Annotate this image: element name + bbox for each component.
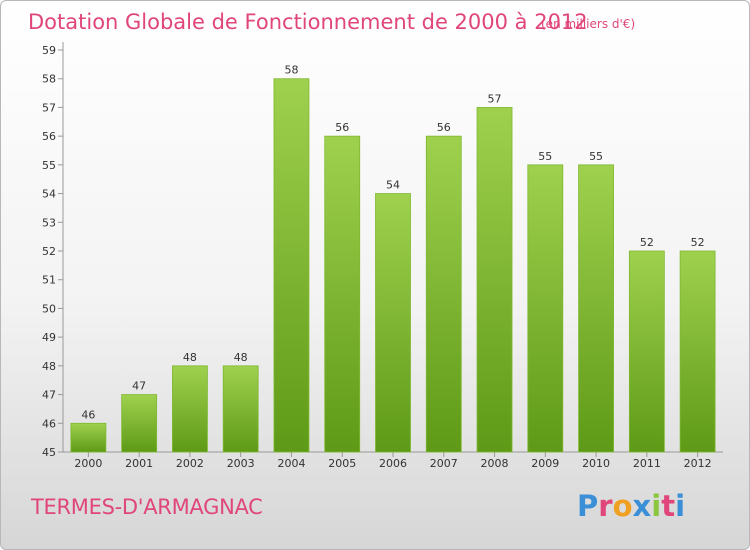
data-label: 47	[132, 380, 146, 393]
x-tick-label: 2009	[531, 457, 559, 470]
data-label: 56	[335, 121, 349, 134]
y-tick-label: 45	[42, 446, 56, 459]
logo-letter: t	[661, 489, 676, 523]
y-tick-label: 59	[42, 44, 56, 57]
x-tick-label: 2000	[74, 457, 102, 470]
y-tick-label: 56	[42, 130, 56, 143]
bar	[324, 135, 361, 453]
bar	[628, 250, 665, 453]
bar	[172, 365, 208, 453]
data-label: 52	[640, 236, 654, 249]
data-label: 54	[386, 179, 400, 192]
chart-title: Dotation Globale de Fonctionnement de 20…	[28, 10, 588, 34]
y-tick-label: 52	[42, 245, 56, 258]
logo-letter: i	[651, 489, 662, 523]
commune-name: TERMES-D'ARMAGNAC	[31, 495, 263, 519]
bar	[578, 164, 614, 453]
x-tick-label: 2002	[176, 457, 204, 470]
y-tick-label: 47	[42, 389, 56, 402]
bar	[375, 193, 411, 453]
y-tick-label: 50	[42, 302, 56, 315]
data-label: 56	[437, 121, 451, 134]
logo-letter: i	[675, 489, 686, 523]
y-tick-label: 58	[42, 73, 56, 86]
x-tick-label: 2005	[328, 457, 356, 470]
bar	[527, 164, 564, 453]
y-tick-label: 46	[42, 417, 56, 430]
data-label: 55	[589, 150, 603, 163]
x-tick-label: 2012	[684, 457, 712, 470]
proxiti-logo: Proxiti	[577, 489, 685, 523]
logo-letter: P	[577, 489, 599, 523]
data-label: 57	[488, 92, 502, 105]
bar	[273, 78, 310, 453]
x-tick-label: 2007	[430, 457, 458, 470]
x-tick-label: 2004	[277, 457, 305, 470]
bar	[425, 135, 462, 453]
data-label: 52	[691, 236, 705, 249]
bar	[476, 107, 513, 453]
data-label: 48	[183, 351, 197, 364]
y-tick-label: 53	[42, 216, 56, 229]
data-label: 58	[284, 64, 298, 77]
logo-letter: r	[598, 489, 613, 523]
y-tick-label: 55	[42, 159, 56, 172]
logo-letter: x	[632, 489, 652, 523]
chart-subtitle: (en milliers d'€)	[541, 17, 636, 31]
x-tick-label: 2006	[379, 457, 407, 470]
y-tick-label: 51	[42, 274, 56, 287]
y-tick-label: 57	[42, 101, 56, 114]
y-tick-label: 54	[42, 188, 56, 201]
x-tick-label: 2011	[633, 457, 661, 470]
bar	[679, 250, 716, 453]
x-tick-label: 2008	[481, 457, 509, 470]
data-label: 48	[234, 351, 248, 364]
x-tick-label: 2010	[582, 457, 610, 470]
x-tick-label: 2001	[125, 457, 153, 470]
data-label: 55	[538, 150, 552, 163]
data-label: 46	[81, 408, 95, 421]
bar	[222, 365, 259, 453]
logo-letter: o	[612, 489, 633, 523]
y-tick-label: 48	[42, 360, 56, 373]
bar	[70, 422, 107, 453]
y-tick-label: 49	[42, 331, 56, 344]
x-tick-label: 2003	[227, 457, 255, 470]
bar	[121, 394, 158, 453]
